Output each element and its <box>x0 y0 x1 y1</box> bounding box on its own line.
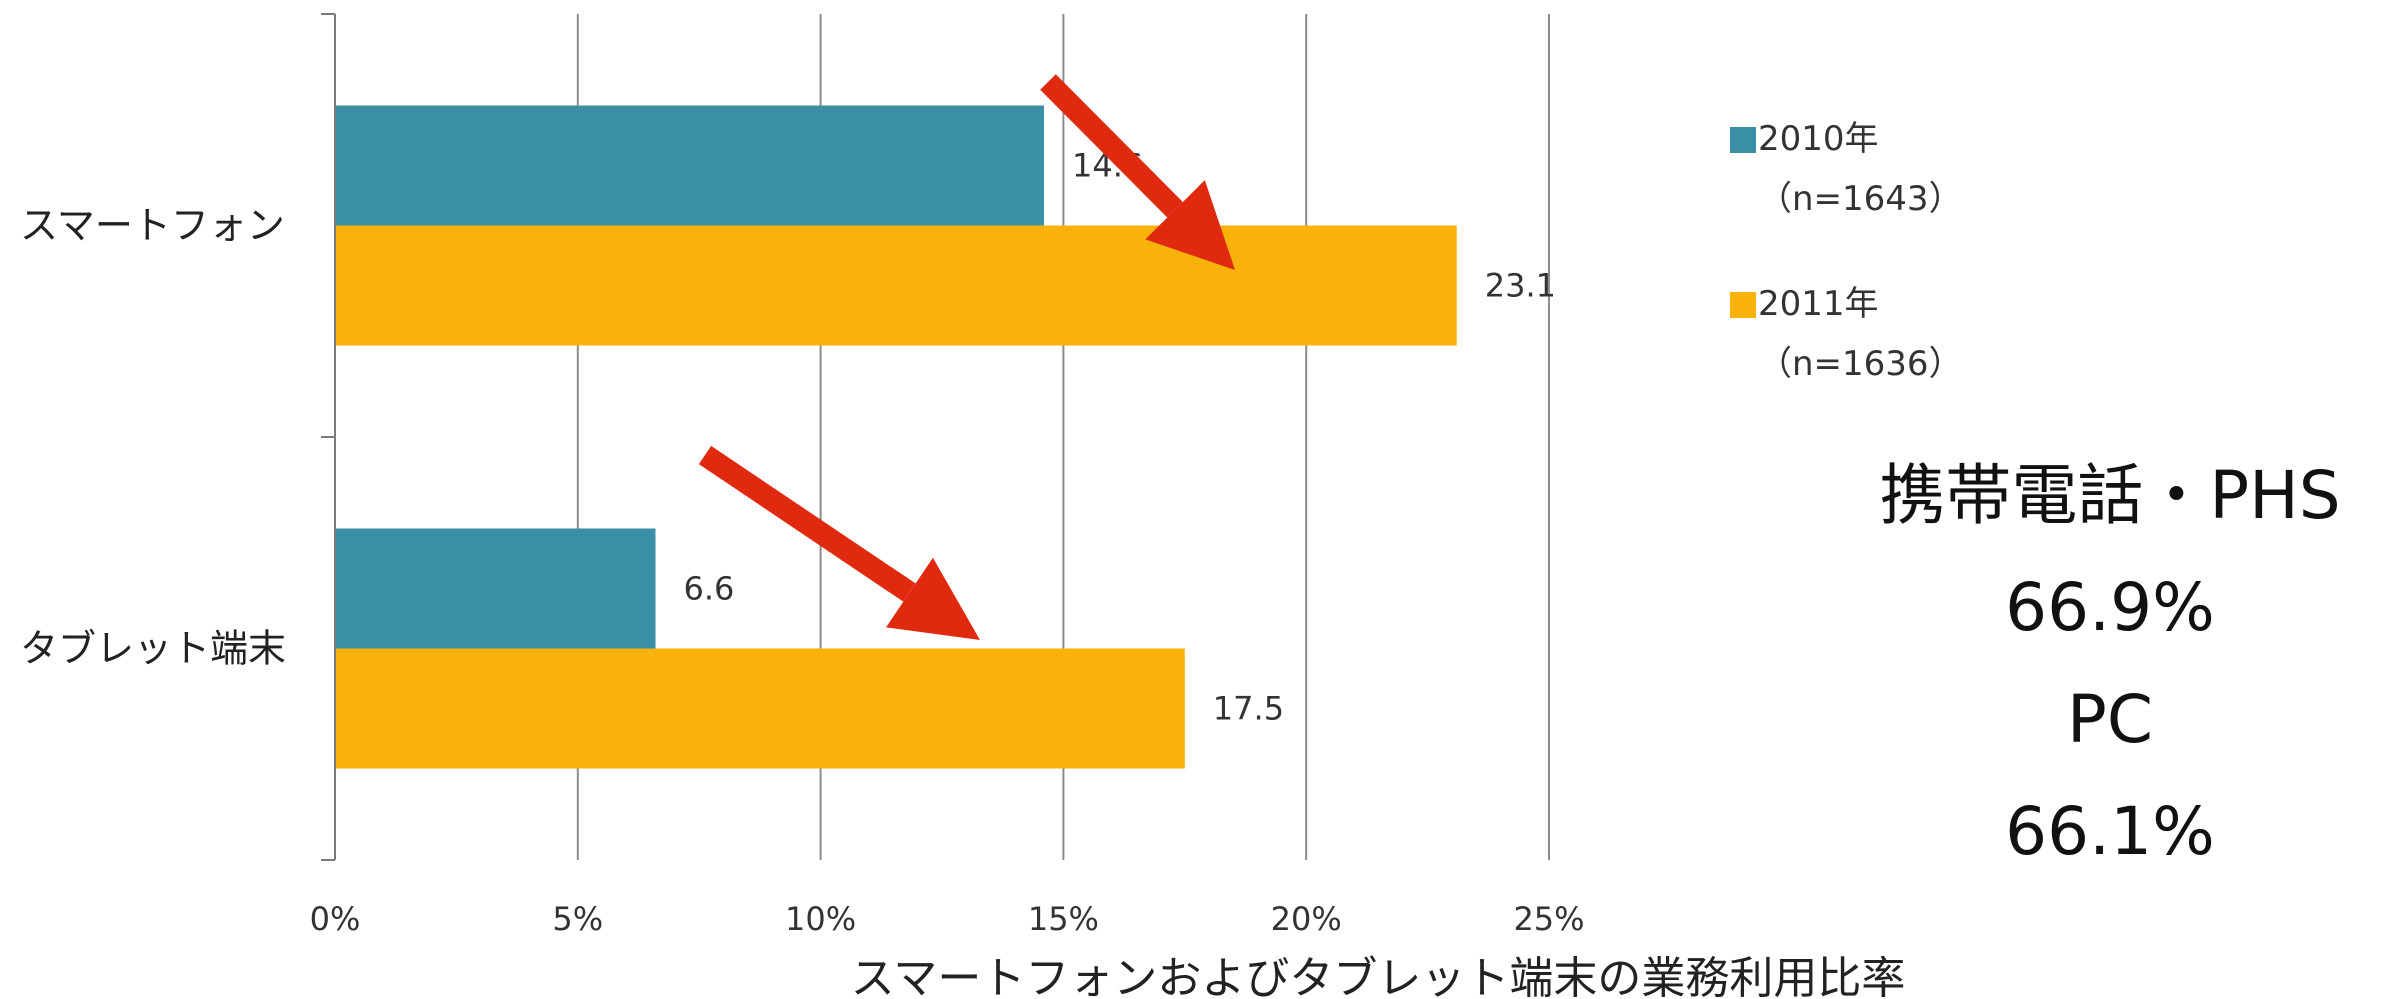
stat-label-pc: PC <box>2067 681 2153 758</box>
stat-value-mobile: 66.9% <box>2005 569 2215 646</box>
legend-label: 2010年 <box>1758 119 1879 159</box>
arrow-head <box>1145 180 1235 270</box>
data-label: 6.6 <box>683 570 734 608</box>
bars <box>335 105 1457 769</box>
x-axis-title: スマートフォンおよびタブレット端末の業務利用比率 <box>851 953 1906 999</box>
bar <box>335 648 1185 769</box>
data-label: 23.1 <box>1485 267 1556 305</box>
arrow-head <box>886 557 980 640</box>
x-tick-label: 0% <box>310 900 361 938</box>
x-tick-label: 10% <box>785 900 856 938</box>
bar <box>335 105 1044 226</box>
category-label: スマートフォン <box>20 204 285 248</box>
x-tick-label: 25% <box>1513 900 1584 938</box>
legend-swatch <box>1730 292 1756 318</box>
annotation-arrows <box>698 74 1235 640</box>
legend-swatch <box>1730 127 1756 153</box>
category-label: タブレット端末 <box>20 627 286 671</box>
x-tick-label: 15% <box>1028 900 1099 938</box>
arrow-shaft <box>1040 74 1183 218</box>
stat-label-mobile: 携帯電話・PHS <box>1879 457 2341 534</box>
bar <box>335 528 656 649</box>
bar <box>335 225 1457 346</box>
legend-sample-size: （n=1643） <box>1758 179 1963 219</box>
side-stats: 携帯電話・PHS 66.9% PC 66.1% <box>1830 440 2390 888</box>
x-tick-label: 5% <box>552 900 603 938</box>
stat-value-pc: 66.1% <box>2005 793 2215 870</box>
legend-label: 2011年 <box>1758 284 1879 324</box>
x-tick-label: 20% <box>1271 900 1342 938</box>
legend: 2010年 （n=1643） 2011年 （n=1636） <box>1730 119 1963 384</box>
data-label: 17.5 <box>1213 690 1284 728</box>
arrow-shaft <box>698 445 916 602</box>
legend-sample-size: （n=1636） <box>1758 344 1963 384</box>
